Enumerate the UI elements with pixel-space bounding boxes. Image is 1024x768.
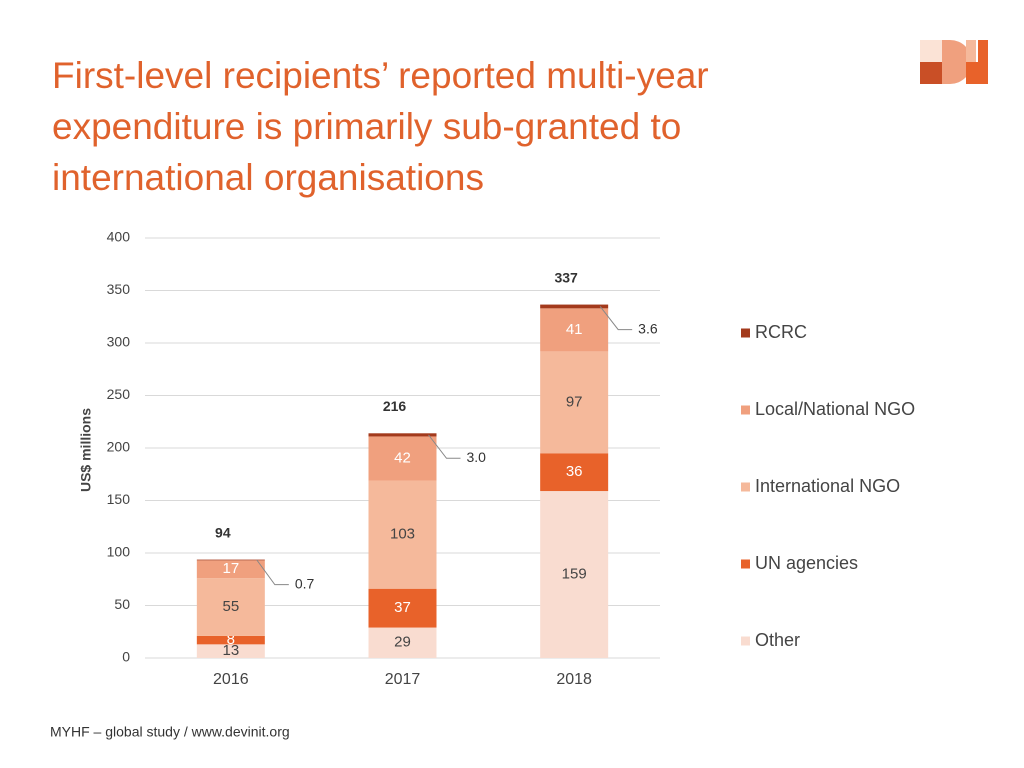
y-tick-label: 200	[107, 439, 131, 455]
y-tick-label: 50	[114, 596, 130, 612]
x-tick-label: 2016	[213, 671, 249, 688]
logo	[920, 40, 988, 84]
data-label: 103	[390, 526, 415, 543]
data-label: 97	[566, 393, 583, 410]
title-line: international organisations	[52, 157, 484, 198]
legend-label: Other	[755, 630, 800, 650]
legend-marker	[741, 559, 750, 569]
title-line: First-level recipients’ reported multi-y…	[52, 55, 709, 96]
data-label: 36	[566, 463, 583, 480]
data-label: 3.6	[638, 320, 658, 336]
bar-segment	[196, 635, 265, 645]
legend-marker	[741, 405, 750, 415]
leader-line	[599, 306, 633, 331]
bar-segment	[196, 578, 265, 636]
data-label: 0.7	[295, 575, 315, 591]
legend-label: RCRC	[755, 322, 807, 342]
legend-label: UN agencies	[755, 553, 858, 573]
data-label: 13	[222, 642, 239, 659]
bar-segment	[540, 351, 609, 454]
total-label: 94	[215, 524, 231, 540]
x-tick-label: 2017	[385, 671, 421, 688]
y-tick-label: 250	[107, 386, 131, 402]
leader-line	[256, 559, 289, 586]
data-label: 55	[222, 598, 239, 615]
bar-segment	[368, 433, 437, 437]
data-label: 42	[394, 449, 411, 466]
y-tick-label: 400	[107, 229, 131, 245]
y-tick-label: 350	[107, 281, 131, 297]
bar-segment	[368, 627, 437, 658]
y-tick-label: 100	[107, 544, 131, 560]
y-axis-label: US$ millions	[78, 408, 94, 492]
footer: MYHF – global study / www.devinit.org	[50, 724, 290, 740]
title-line: expenditure is primarily sub-granted to	[52, 106, 681, 147]
legend-label: Local/National NGO	[755, 399, 915, 419]
data-label: 8	[227, 631, 235, 648]
data-label: 159	[562, 565, 587, 582]
legend-marker	[741, 482, 750, 492]
data-label: 29	[394, 634, 411, 651]
data-label: 41	[566, 321, 583, 338]
data-label: 37	[394, 599, 411, 616]
y-tick-label: 300	[107, 334, 131, 350]
legend-marker	[741, 636, 750, 646]
x-tick-label: 2018	[556, 671, 592, 688]
bar-segment	[368, 588, 437, 628]
bar-segment	[196, 559, 265, 561]
data-label: 17	[222, 560, 239, 577]
leader-line	[428, 434, 461, 459]
bar-segment	[196, 560, 265, 579]
legend-label: International NGO	[755, 476, 900, 496]
bar-segment	[196, 644, 265, 658]
data-label: 3.0	[467, 449, 487, 465]
legend-marker	[741, 328, 750, 338]
y-tick-label: 0	[122, 649, 130, 665]
bar-segment	[540, 453, 609, 492]
bar-segment	[540, 491, 609, 658]
bar-segment	[368, 436, 437, 481]
bar-segment	[540, 304, 609, 309]
total-label: 337	[554, 269, 578, 285]
bar-segment	[368, 480, 437, 589]
total-label: 216	[383, 398, 407, 414]
y-tick-label: 150	[107, 491, 131, 507]
bar-segment	[540, 308, 609, 352]
